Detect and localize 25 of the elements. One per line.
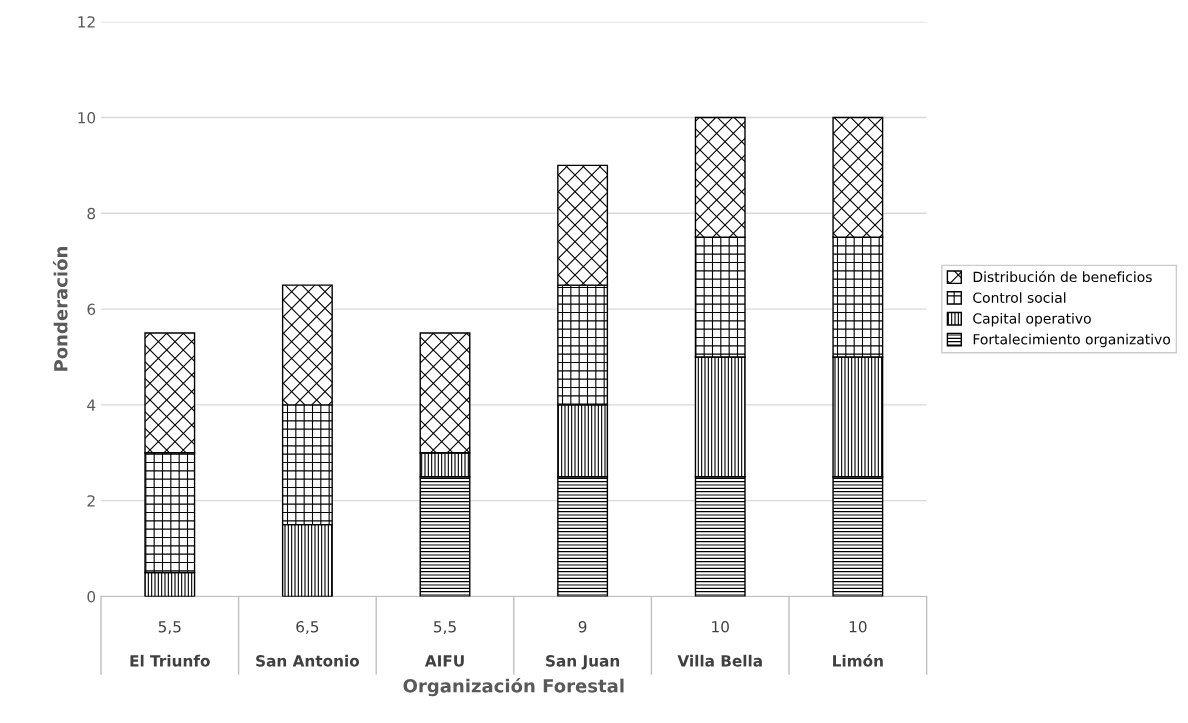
x-tick-label: El Triunfo bbox=[130, 654, 210, 667]
x-axis-title: Organización Forestal bbox=[403, 677, 624, 697]
y-axis-title: Ponderación bbox=[52, 247, 68, 371]
y-tick-label: 4 bbox=[87, 399, 96, 411]
total-label: 10 bbox=[849, 620, 867, 633]
total-label: 6,5 bbox=[296, 620, 319, 635]
total-label: 9 bbox=[578, 620, 587, 633]
y-tick-label: 12 bbox=[78, 16, 95, 28]
total-label: 5,5 bbox=[434, 621, 456, 635]
x-tick-label: Limón bbox=[833, 654, 883, 667]
x-tick-label: Villa Bella bbox=[677, 654, 762, 667]
total-label: 5,5 bbox=[158, 621, 181, 635]
y-tick-label: 0 bbox=[87, 590, 96, 603]
x-tick-label: AIFU bbox=[424, 655, 464, 667]
x-tick-label: San Juan bbox=[546, 655, 620, 670]
total-label: 10 bbox=[712, 620, 729, 633]
x-tick-label: San Antonio bbox=[256, 654, 360, 667]
y-tick-label: 6 bbox=[87, 303, 96, 316]
y-tick-label: 2 bbox=[87, 495, 95, 507]
y-tick-label: 8 bbox=[87, 207, 96, 220]
y-tick-label: 10 bbox=[78, 111, 96, 124]
legend-label: Capital operativo bbox=[973, 312, 1091, 327]
legend-label: Control social bbox=[973, 292, 1066, 303]
legend-label: Distribución de beneficios bbox=[973, 270, 1152, 283]
legend-label: Fortalecimiento organizativo bbox=[973, 333, 1171, 348]
